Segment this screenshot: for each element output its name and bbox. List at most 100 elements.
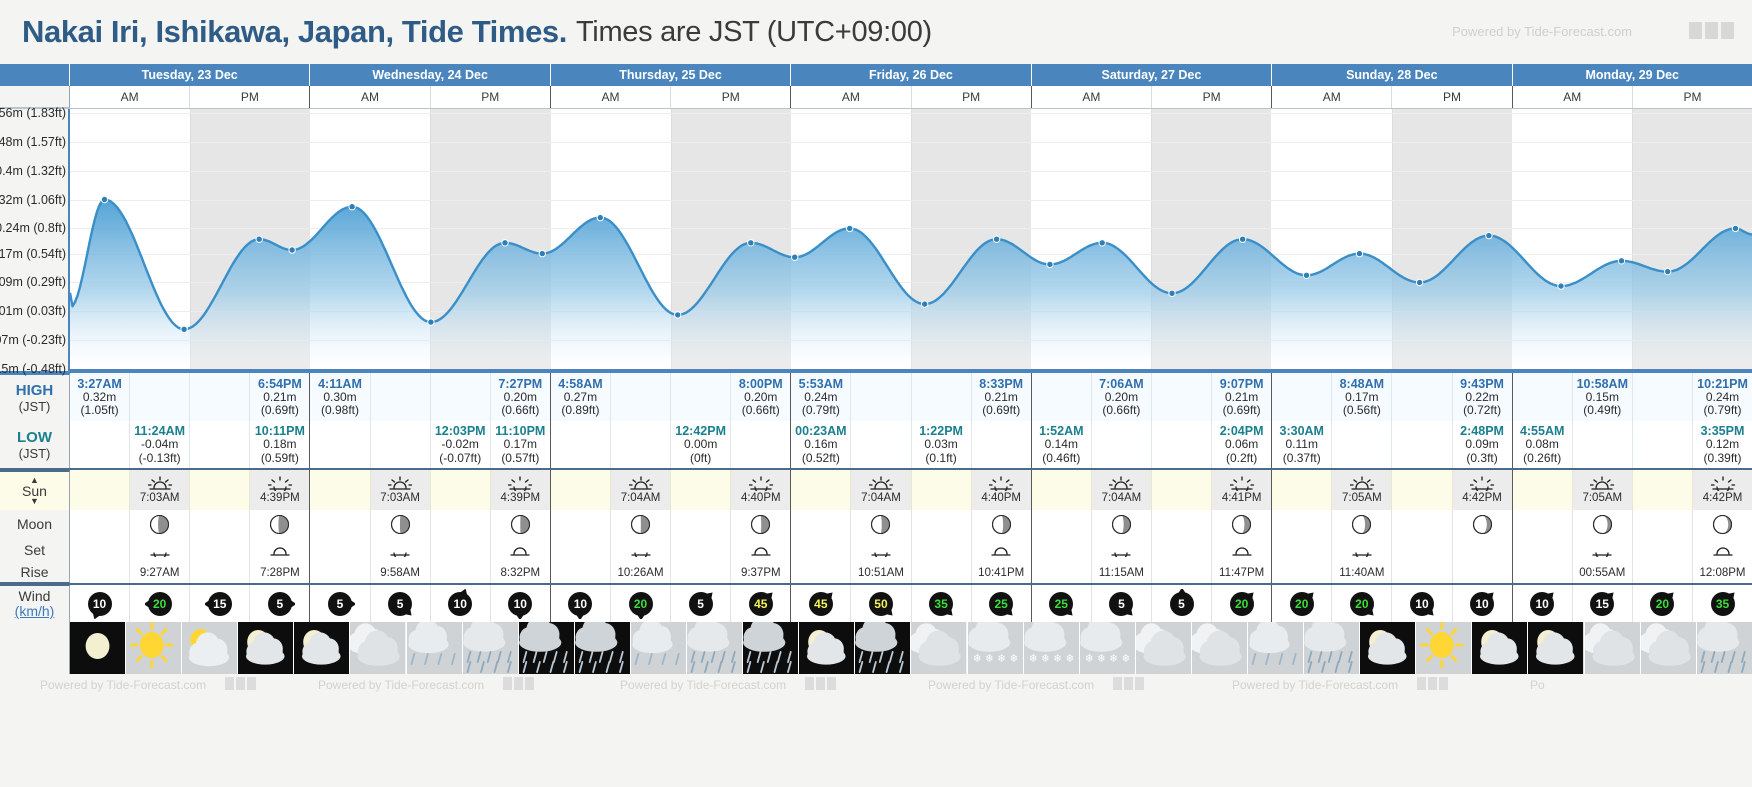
wind-badge: 10 — [445, 588, 475, 619]
partly-cloudy-night-icon — [1528, 622, 1584, 674]
low-tide-2 — [190, 421, 251, 468]
low-tide-feet: (-0.07ft) — [439, 450, 482, 465]
low-tide-meters: -0.04m — [140, 437, 179, 452]
high-tide-feet: (0.69ft) — [260, 403, 299, 417]
low-tide-feet: (0.37ft) — [1282, 450, 1321, 465]
high-tide-meters: 0.27m — [563, 389, 598, 404]
tide-extremum-point-14 — [992, 235, 1001, 243]
low-tide-feet: (0.39ft) — [1703, 450, 1742, 465]
low-tide-feet: (0.2ft) — [1225, 450, 1258, 465]
wind-cell-6: 10 — [430, 585, 491, 622]
moon-rise-time: 9:58AM — [380, 566, 420, 579]
cloudy-icon — [1191, 622, 1247, 674]
high-tide-26 — [1632, 373, 1693, 421]
weather-cell-9 — [574, 622, 631, 674]
low-tide-time: 3:30AM — [1279, 424, 1324, 439]
svg-text:❄: ❄ — [972, 653, 981, 666]
moon-set-18 — [1151, 538, 1213, 562]
low-tide-time: 11:10PM — [495, 424, 546, 439]
sun-cell-27: 4:42PM — [1692, 470, 1752, 510]
high-tide-cell-15: 8:33PM 0.21m (0.69ft) — [971, 373, 1032, 421]
sun-cell-1: 7:03AM — [130, 470, 191, 510]
svg-text:❄: ❄ — [997, 653, 1006, 666]
svg-text:❄: ❄ — [1009, 653, 1018, 666]
weather-cell-2 — [182, 622, 239, 674]
low-tide-meters: 0.09m — [1465, 437, 1499, 452]
moon-phase-6 — [430, 510, 491, 538]
weather-cell-20 — [1191, 622, 1248, 674]
wind-cell-9: 20 — [610, 585, 672, 622]
tide-grid: Tuesday, 23 Dec Wednesday, 24 Dec Thursday… — [0, 64, 1752, 674]
tide-extremum-point-20 — [1355, 249, 1364, 258]
low-tide-meters: -0.02m — [441, 437, 479, 452]
low-tide-time: 4:55AM — [1519, 424, 1565, 439]
low-tide-26 — [1632, 421, 1693, 468]
wind-badge: 5 — [265, 589, 295, 619]
sunrise-icon — [387, 476, 413, 490]
high-tide-feet: (0.89ft) — [561, 403, 600, 417]
sunset-icon — [1469, 476, 1495, 491]
tide-extremum-point-12 — [846, 224, 854, 233]
wind-speed-value: 10 — [1409, 591, 1434, 616]
moon-set-cell-25 — [1572, 538, 1633, 562]
moon-rise-time: 7:28PM — [260, 566, 300, 579]
moon-set-cell-7 — [490, 538, 551, 562]
high-tide-10 — [671, 373, 732, 421]
low-tide-meters: 0.17m — [503, 437, 537, 452]
snow-icon: ❄ ❄ ❄ ❄ — [967, 622, 1023, 674]
moonrise-icon — [991, 547, 1011, 556]
moon-phase-cell-3 — [250, 510, 311, 538]
wind-speed-value: 20 — [1349, 591, 1374, 616]
sun-time: 7:05AM — [1342, 492, 1382, 504]
wind-unit-link[interactable]: (km/h) — [14, 603, 55, 619]
moon-rise-label: Rise — [0, 562, 70, 583]
low-tide-9 — [610, 421, 672, 468]
wind-speed-value: 5 — [327, 591, 352, 616]
high-tide-cell-11: 8:00PM 0.20m (0.66ft) — [731, 373, 792, 421]
ampm-header-0: AM — [70, 86, 191, 108]
low-tide-4 — [310, 421, 371, 468]
low-tide-11 — [731, 421, 792, 468]
wind-speed-value: 25 — [989, 591, 1014, 616]
weather-cell-18: ❄ ❄ ❄ ❄ — [1079, 622, 1136, 674]
moonset-icon — [1111, 552, 1132, 557]
moon-set-10 — [671, 538, 732, 562]
low-tide-label-tz: (JST) — [18, 445, 51, 461]
cloudy-icon — [1135, 622, 1191, 674]
low-tide-meters: 0.11m — [1285, 437, 1318, 452]
moon-set-14 — [911, 538, 972, 562]
wind-speed-value: 5 — [267, 591, 292, 616]
low-tide-meters: 0.03m — [924, 437, 958, 452]
high-tide-meters: 0.21m — [263, 389, 297, 404]
tide-extremum-point-23 — [1557, 282, 1565, 290]
low-tide-meters: 0.14m — [1044, 437, 1078, 452]
wind-speed-value: 25 — [1049, 591, 1074, 616]
sunny-icon — [1416, 622, 1472, 674]
weather-cell-7 — [462, 622, 519, 674]
sunset-icon — [748, 476, 773, 491]
low-tide-cell-16: 1:52AM 0.14m (0.46ft) — [1031, 421, 1092, 468]
sun-16 — [1031, 470, 1092, 510]
sun-time: 7:04AM — [861, 492, 901, 504]
partly-cloudy-night-icon — [294, 622, 350, 674]
weather-cell-4 — [294, 622, 351, 674]
low-tide-cell-23: 2:48PM 0.09m (0.3ft) — [1452, 421, 1513, 468]
moon-set-cell-13 — [851, 538, 912, 562]
wind-cell-19: 20 — [1212, 585, 1273, 622]
moon-set-cell-19 — [1212, 538, 1273, 562]
wind-cell-2: 15 — [190, 585, 251, 622]
wind-badge: 5 — [686, 589, 716, 619]
light-rain-icon — [630, 622, 687, 674]
low-tide-feet: (-0.13ft) — [138, 450, 181, 465]
moon-rise-26 — [1632, 562, 1693, 583]
day-header-row: Tuesday, 23 Dec Wednesday, 24 Dec Thursday… — [0, 64, 1752, 86]
horizontal-gridline-2 — [70, 170, 1752, 172]
moon-rise-cell-25: 00:55AM — [1572, 562, 1633, 583]
tide-graph-row: 0.56m (1.83ft) 0.48m (1.57ft) 0.4m (1.32ft… — [0, 106, 1752, 376]
wind-cell-14: 35 — [911, 585, 972, 622]
vertical-gridline-5 — [670, 109, 672, 369]
tide-extremum-point-5 — [427, 318, 435, 326]
low-tide-0 — [70, 421, 131, 468]
weather-cell-27 — [1584, 622, 1641, 674]
low-tide-row: LOW (JST) 11:24AM -0.04m (-0.13ft) 10:11PM 0… — [0, 421, 1752, 468]
